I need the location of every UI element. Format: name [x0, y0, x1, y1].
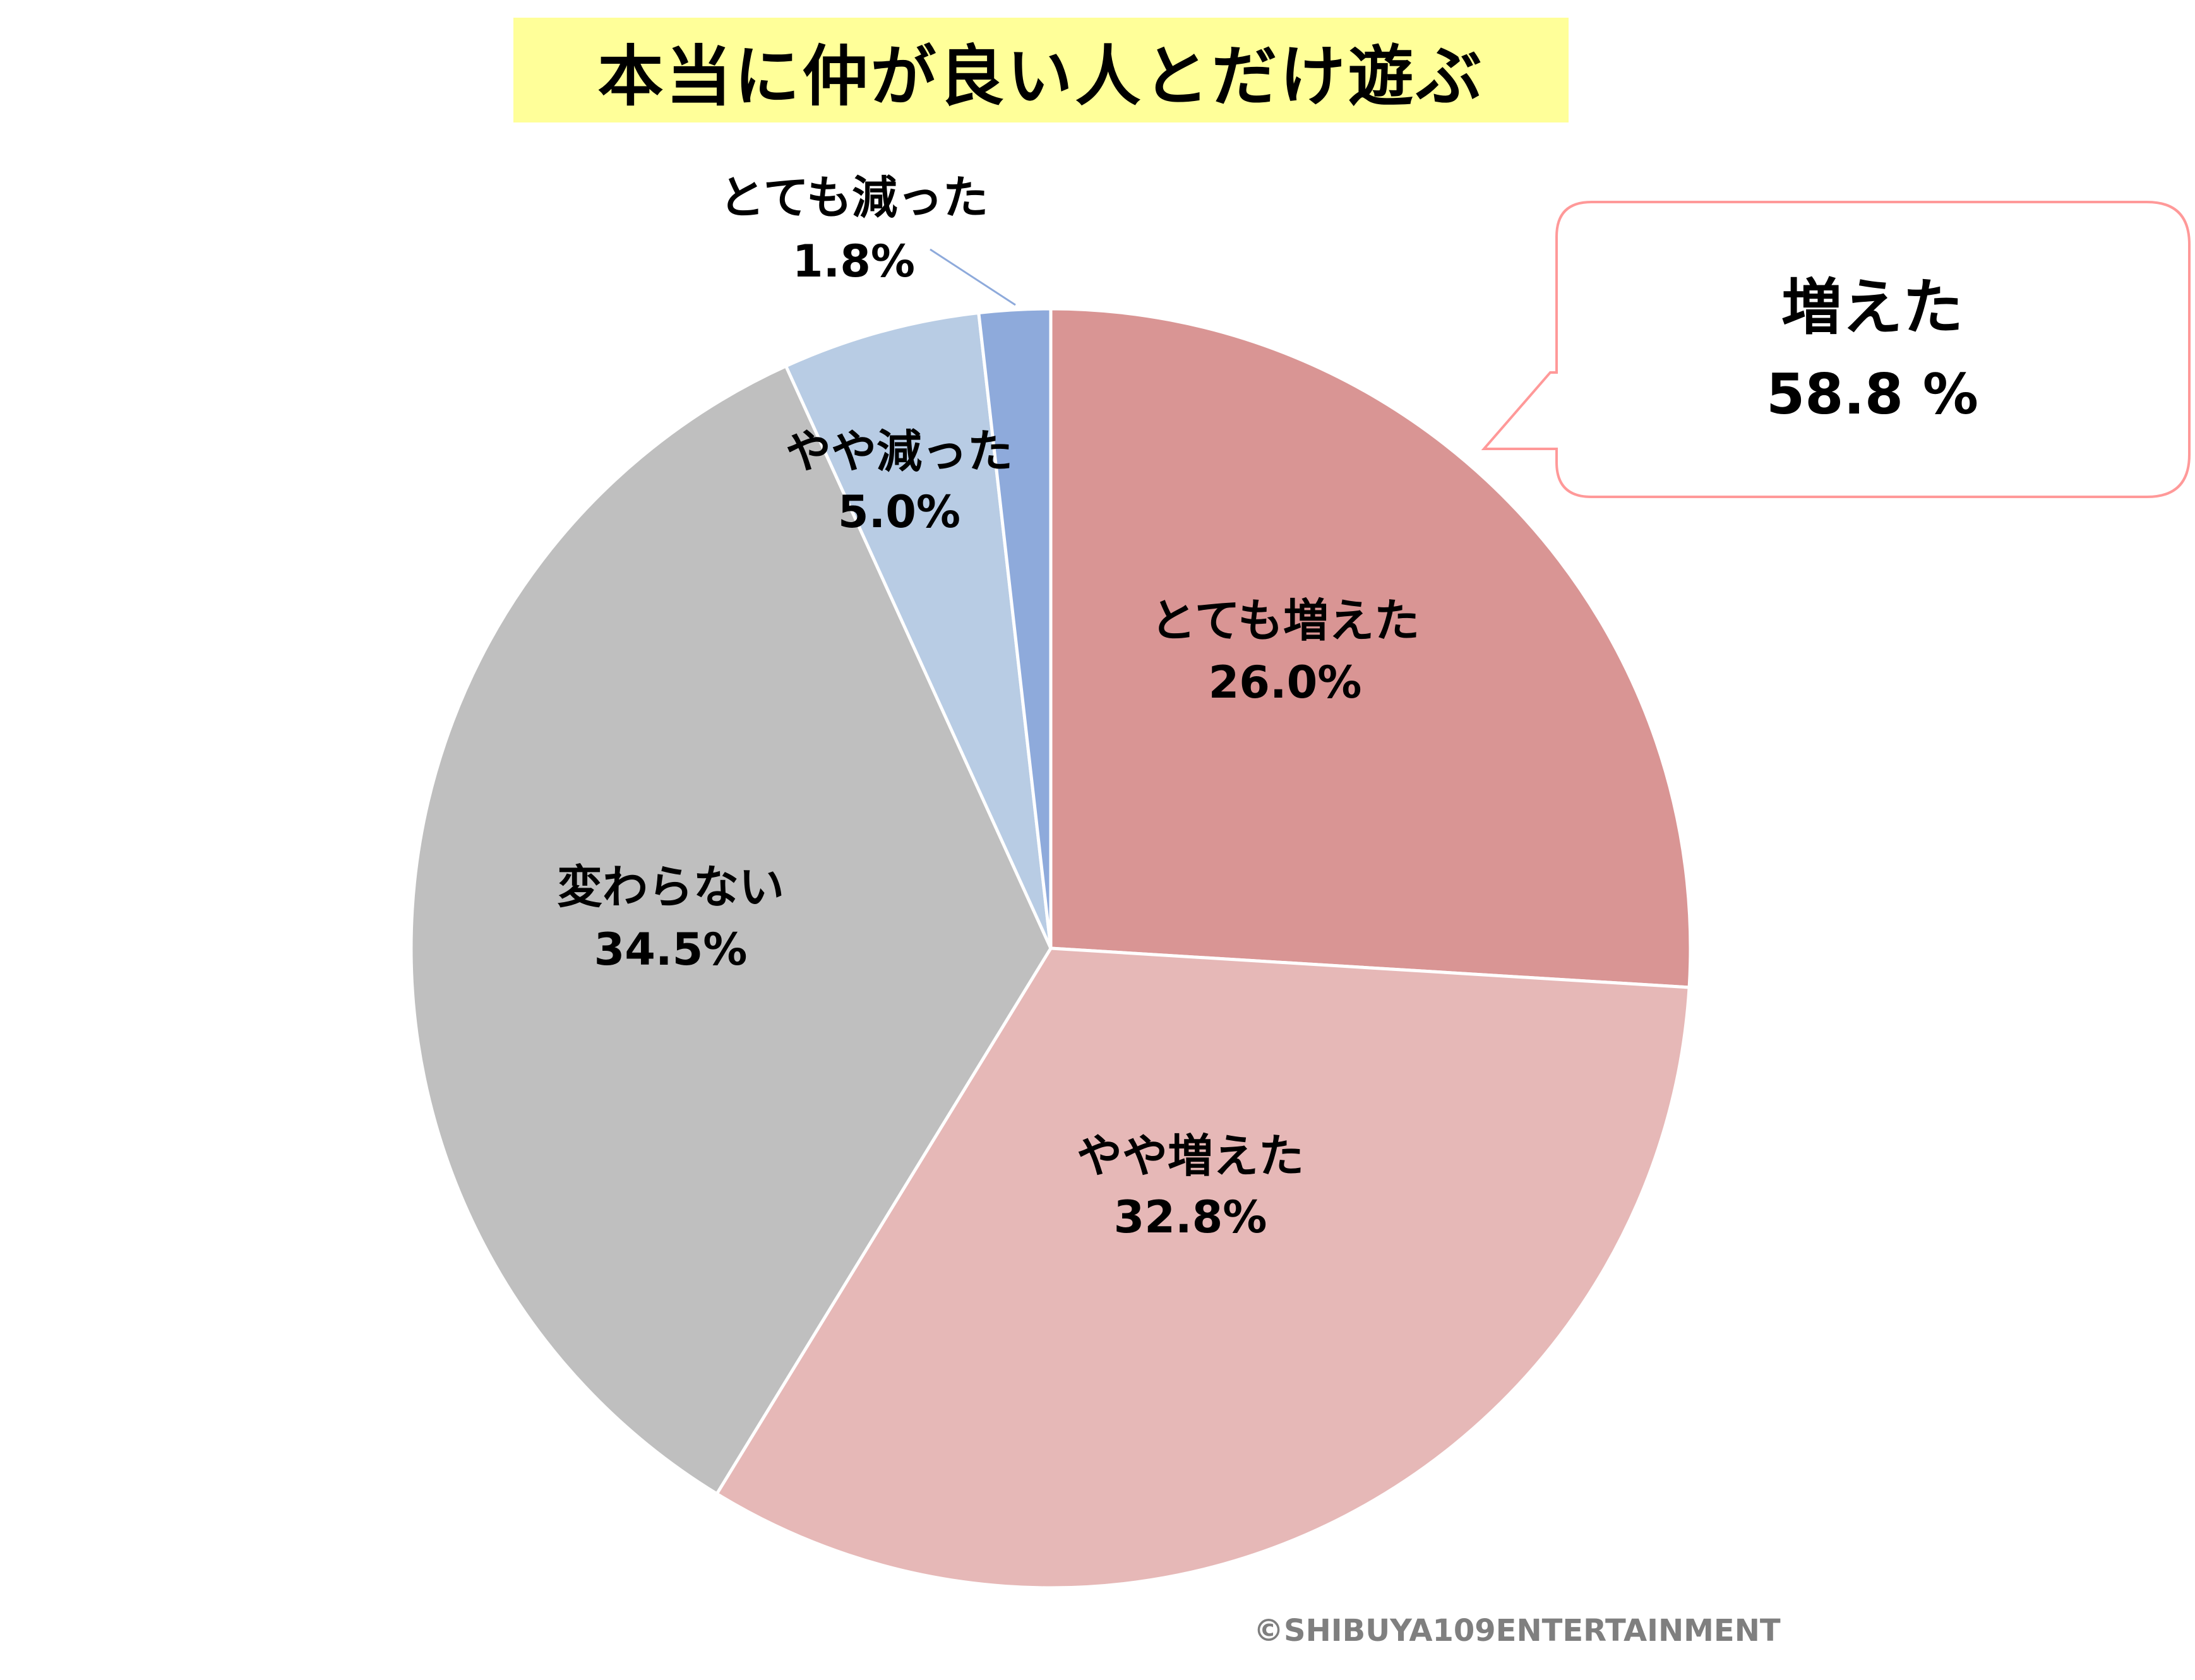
slice-value-4: 5.0%	[838, 486, 960, 538]
slice-label-2: やや増えた	[1077, 1129, 1304, 1183]
slice-label-5: とても減った	[719, 171, 988, 224]
pie-slice-4	[784, 311, 1053, 950]
leader-line	[930, 248, 1016, 306]
slice-value-3: 34.5%	[594, 924, 748, 975]
callout-shape	[1481, 201, 2191, 498]
pie-slice-3	[409, 364, 1053, 1496]
callout-value: 58.8 %	[1766, 362, 1978, 427]
callout-label: 増えた	[1781, 272, 1963, 343]
copyright-text: ©SHIBUYA109ENTERTAINMENT	[1253, 1613, 1781, 1648]
pie-slice-5	[977, 307, 1053, 949]
slice-value-2: 32.8%	[1114, 1191, 1267, 1243]
slice-label-1: とても増えた	[1151, 594, 1420, 647]
chart-title: 本当に仲が良い人とだけ遊ぶ	[597, 37, 1485, 115]
pie-slice-1	[1049, 307, 1692, 989]
slice-value-5: 1.8%	[792, 235, 915, 287]
chart-title-box: 本当に仲が良い人とだけ遊ぶ	[513, 18, 1569, 122]
slice-label-3: 変わらない	[557, 861, 784, 914]
slice-value-1: 26.0%	[1209, 657, 1362, 708]
slice-label-4: やや減った	[786, 425, 1013, 478]
pie-slice-2	[714, 946, 1691, 1590]
callout-bubble: 増えた 58.8 %	[1481, 201, 2191, 498]
